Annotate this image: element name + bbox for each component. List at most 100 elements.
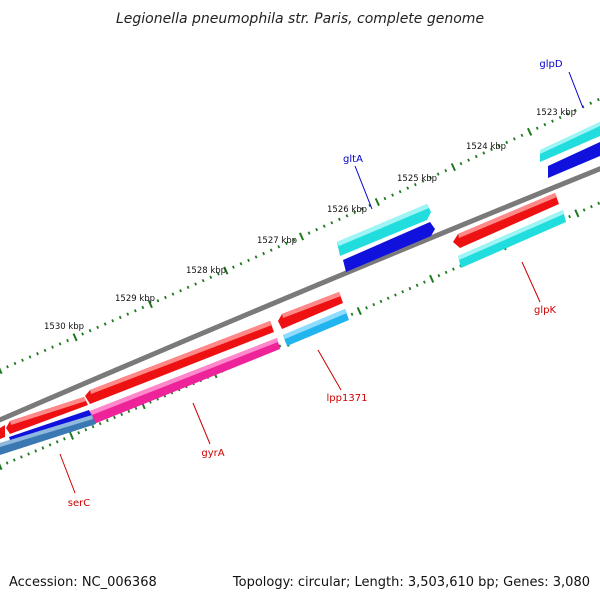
outer-tick	[406, 186, 410, 190]
outer-tick	[292, 238, 296, 242]
outer-tick	[6, 365, 9, 369]
outer-tick	[459, 161, 463, 166]
inner-tick	[401, 290, 405, 294]
outer-tick	[398, 189, 402, 194]
kbp-label-1526: 1526 kbp	[327, 205, 367, 215]
gene-red-upper-right[interactable]	[453, 193, 559, 248]
gene-steel-left[interactable]	[0, 415, 96, 455]
outer-tick	[429, 175, 432, 180]
kbp-label-1529: 1529 kbp	[115, 294, 155, 304]
outer-tick	[543, 123, 547, 127]
gene-gltA-cyan[interactable]	[337, 204, 431, 256]
outer-tick	[126, 312, 130, 316]
outer-tick	[254, 255, 258, 259]
outer-tick	[72, 333, 78, 342]
outer-tick	[512, 137, 516, 141]
gene-label-glpD[interactable]: glpD	[539, 59, 562, 70]
outer-tick	[391, 193, 394, 197]
gene-red-long[interactable]	[85, 321, 274, 404]
outer-tick	[81, 332, 85, 336]
outer-tick	[247, 258, 250, 263]
outer-tick	[179, 289, 182, 293]
gene-label-lpp1371[interactable]: lpp1371	[327, 393, 368, 404]
outer-tick	[535, 126, 539, 130]
inner-tick	[27, 452, 30, 456]
gene-glpD-cyan[interactable]	[540, 122, 600, 162]
inner-tick	[77, 431, 81, 435]
leader-glpD	[568, 71, 584, 109]
kbp-label-1524: 1524 kbp	[466, 142, 506, 152]
kbp-label-1528: 1528 kbp	[186, 266, 226, 276]
outer-tick	[467, 158, 471, 162]
outer-tick	[520, 133, 524, 137]
outer-tick	[133, 309, 137, 313]
kbp-label-1527: 1527 kbp	[257, 236, 297, 246]
gene-label-serC[interactable]: serC	[68, 498, 90, 509]
gene-gltA-blue[interactable]	[343, 222, 435, 272]
inner-tick	[55, 440, 59, 444]
kbp-label-1523: 1523 kbp	[536, 108, 576, 118]
inner-tick	[91, 425, 95, 429]
inner-tick	[394, 293, 397, 297]
gene-glpD-blue[interactable]	[548, 142, 600, 178]
inner-tick	[386, 296, 390, 300]
gene-red-mid-1[interactable]	[278, 292, 343, 329]
outer-tick	[526, 127, 533, 136]
accession-text: Accession: NC_006368	[9, 575, 157, 590]
inner-tick	[568, 214, 571, 219]
outer-tick	[505, 140, 509, 145]
inner-tick	[69, 431, 75, 440]
outer-tick	[315, 227, 319, 232]
outer-tick	[596, 97, 600, 102]
outer-tick	[338, 217, 341, 221]
outer-tick	[186, 285, 190, 290]
inner-tick	[429, 274, 435, 283]
gene-red-left[interactable]	[6, 397, 88, 434]
outer-tick	[209, 275, 213, 279]
gene-label-gyrA[interactable]: gyrA	[201, 448, 224, 459]
gene-red-left-stub[interactable]	[0, 425, 5, 439]
inner-tick	[365, 306, 368, 310]
outer-tick	[277, 245, 281, 249]
inner-tick	[444, 270, 448, 275]
inner-tick	[408, 286, 412, 291]
inner-tick	[590, 205, 593, 209]
outer-tick	[436, 172, 440, 176]
gene-label-glpK[interactable]: glpK	[534, 305, 556, 316]
outer-tick	[421, 179, 425, 183]
outer-tick	[589, 101, 593, 105]
inner-tick	[127, 409, 131, 413]
outer-tick	[383, 196, 387, 201]
inner-tick	[356, 306, 362, 316]
outer-tick	[58, 342, 62, 346]
outer-tick	[574, 108, 577, 113]
inner-tick	[350, 312, 354, 316]
inner-tick	[20, 455, 23, 459]
outer-tick	[353, 210, 356, 215]
outer-tick	[368, 203, 372, 208]
outer-tick	[147, 300, 153, 309]
gene-lpp1371-sky[interactable]	[283, 309, 349, 346]
map-title: Legionella pneumophila str. Paris, compl…	[116, 11, 484, 27]
outer-tick	[51, 345, 54, 349]
leader-glpK	[521, 261, 541, 303]
outer-tick	[21, 358, 24, 362]
outer-tick	[66, 338, 69, 343]
outer-tick	[201, 279, 205, 283]
outer-tick	[497, 144, 501, 148]
outer-tick	[444, 168, 448, 173]
outer-tick	[322, 224, 326, 228]
outer-tick	[164, 295, 167, 300]
gene-gyrA-magenta[interactable]	[90, 338, 280, 424]
inner-tick	[105, 418, 109, 423]
outer-tick	[156, 299, 160, 303]
kbp-label-1530: 1530 kbp	[44, 322, 84, 332]
gene-label-gltA[interactable]: gltA	[343, 154, 363, 165]
leader-gltA	[354, 165, 373, 210]
inner-tick	[41, 446, 45, 450]
outer-tick	[223, 266, 229, 275]
outer-tick	[307, 231, 311, 235]
outer-tick	[298, 232, 305, 241]
gene-glpK-cyan[interactable]	[458, 210, 566, 268]
